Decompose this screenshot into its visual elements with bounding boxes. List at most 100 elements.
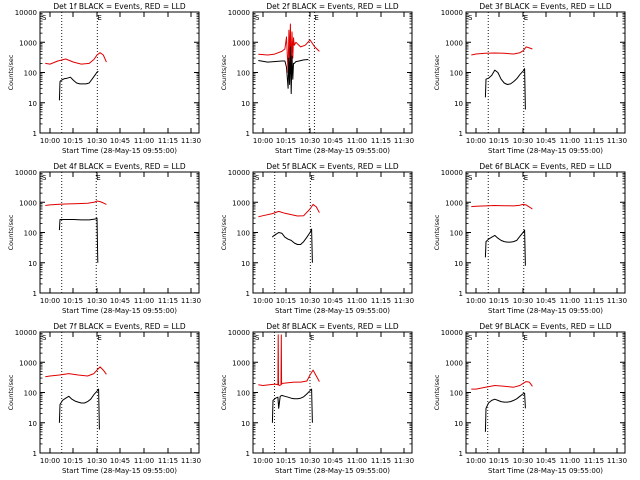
start-marker: S [468, 174, 473, 182]
y-tick-label: 10000 [15, 329, 37, 337]
x-tick-label: 10:45 [110, 297, 130, 305]
x-tick-label: 10:15 [489, 297, 509, 305]
y-tick-label: 1 [33, 450, 37, 458]
x-axis-label: Start Time (28-May-15 09:55:00) [488, 467, 603, 475]
y-tick-label: 100 [450, 230, 463, 238]
y-tick-label: 1 [459, 450, 463, 458]
y-tick-label: 1000 [19, 199, 37, 207]
end-marker: E [524, 14, 528, 22]
y-axis-label: Counts/sec [7, 54, 15, 90]
x-axis-label: Start Time (28-May-15 09:55:00) [275, 467, 390, 475]
x-tick-label: 10:45 [536, 137, 556, 145]
start-marker: S [255, 174, 260, 182]
x-tick-label: 11:30 [181, 457, 201, 465]
x-tick-label: 11:00 [560, 297, 580, 305]
lld-series-line [258, 203, 320, 218]
x-tick-label: 11:00 [347, 457, 367, 465]
y-tick-label: 100 [24, 230, 37, 238]
end-marker: E [310, 334, 314, 342]
x-tick-label: 11:15 [584, 137, 604, 145]
plot-frame [252, 171, 413, 294]
plot-frame [39, 331, 200, 454]
x-tick-label: 10:30 [300, 457, 320, 465]
y-tick-label: 1000 [19, 39, 37, 47]
start-marker: S [42, 14, 47, 22]
end-marker: E [523, 334, 527, 342]
y-tick-label: 10000 [441, 169, 463, 177]
y-tick-label: 1000 [232, 199, 250, 207]
plot-frame [252, 11, 413, 134]
plot-frame [465, 171, 626, 294]
x-tick-label: 11:30 [394, 137, 414, 145]
end-marker: E [97, 14, 101, 22]
x-tick-label: 10:00 [466, 297, 486, 305]
y-tick-label: 10 [28, 420, 37, 428]
x-tick-label: 11:00 [560, 457, 580, 465]
x-tick-label: 11:30 [394, 457, 414, 465]
y-tick-label: 10000 [228, 9, 250, 17]
x-tick-label: 10:30 [300, 297, 320, 305]
x-axis-label: Start Time (28-May-15 09:55:00) [488, 307, 603, 315]
plot-frame [465, 11, 626, 134]
x-tick-label: 10:45 [323, 457, 343, 465]
x-tick-label: 10:30 [513, 137, 533, 145]
x-tick-label: 10:45 [323, 137, 343, 145]
x-axis-label: Start Time (28-May-15 09:55:00) [275, 147, 390, 155]
panel-title: Det 7f BLACK = Events, RED = LLD [53, 322, 186, 331]
x-axis-label: Start Time (28-May-15 09:55:00) [488, 147, 603, 155]
y-tick-label: 1 [459, 130, 463, 138]
y-tick-label: 10 [454, 420, 463, 428]
lld-series-line [45, 200, 107, 206]
x-tick-label: 11:15 [158, 297, 178, 305]
y-tick-label: 10000 [15, 169, 37, 177]
events-series-line [484, 68, 526, 110]
y-tick-label: 1000 [19, 359, 37, 367]
x-tick-label: 10:00 [253, 457, 273, 465]
y-tick-label: 100 [450, 390, 463, 398]
end-marker: E [310, 174, 314, 182]
x-tick-label: 11:15 [371, 297, 391, 305]
end-marker: E [314, 14, 318, 22]
start-marker: S [42, 334, 47, 342]
x-tick-label: 10:00 [466, 457, 486, 465]
start-marker: S [255, 334, 260, 342]
y-tick-label: 10 [454, 260, 463, 268]
x-axis-label: Start Time (28-May-15 09:55:00) [62, 307, 177, 315]
events-series-line [258, 46, 309, 95]
start-marker: S [468, 334, 473, 342]
y-tick-label: 100 [24, 390, 37, 398]
y-tick-label: 10 [28, 100, 37, 108]
panel-title: Det 1f BLACK = Events, RED = LLD [53, 2, 186, 11]
y-axis-label: Counts/sec [220, 374, 228, 410]
y-axis-label: Counts/sec [220, 214, 228, 250]
detector-panel-4: Det 4f BLACK = Events, RED = LLD 1 10 100 10… [7, 162, 201, 315]
y-tick-label: 100 [237, 390, 250, 398]
y-tick-label: 1000 [232, 359, 250, 367]
x-tick-label: 10:15 [276, 457, 296, 465]
events-series-line [271, 228, 313, 263]
y-tick-label: 100 [450, 70, 463, 78]
y-tick-label: 100 [237, 70, 250, 78]
plot-frame [39, 171, 200, 294]
detector-panel-1: Det 1f BLACK = Events, RED = LLD 1 10 100 10… [7, 2, 201, 155]
lld-series-line [45, 366, 107, 378]
x-tick-label: 10:15 [63, 297, 83, 305]
x-tick-label: 10:15 [489, 457, 509, 465]
lld-series-line [471, 46, 533, 56]
x-tick-label: 10:00 [40, 457, 60, 465]
events-series-line [484, 229, 526, 266]
detector-panel-6: Det 6f BLACK = Events, RED = LLD 1 10 100 10… [433, 162, 627, 315]
x-tick-label: 10:15 [63, 137, 83, 145]
x-tick-label: 10:45 [323, 297, 343, 305]
x-tick-label: 10:00 [253, 137, 273, 145]
events-series-line [58, 217, 99, 263]
x-tick-label: 11:30 [607, 457, 627, 465]
detector-panel-2: Det 2f BLACK = Events, RED = LLD 1 10 100 10… [220, 2, 414, 155]
panel-title: Det 6f BLACK = Events, RED = LLD [479, 162, 612, 171]
y-tick-label: 10 [241, 260, 250, 268]
y-tick-label: 1 [33, 290, 37, 298]
y-tick-label: 10000 [441, 329, 463, 337]
y-axis-label: Counts/sec [7, 214, 15, 250]
y-tick-label: 10 [241, 420, 250, 428]
detector-panel-7: Det 7f BLACK = Events, RED = LLD 1 10 100 10… [7, 322, 201, 475]
